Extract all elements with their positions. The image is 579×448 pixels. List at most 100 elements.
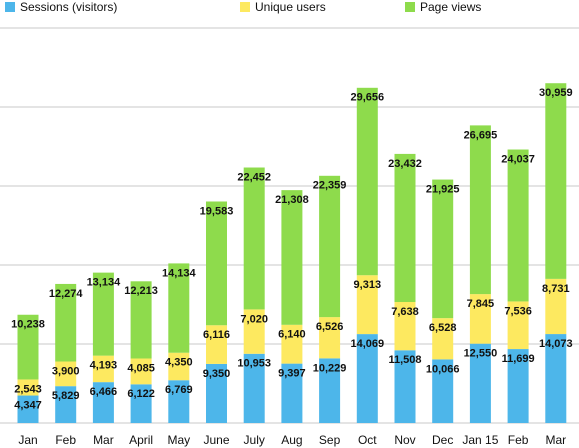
bar-segment (243, 353, 265, 423)
bar-segment (394, 350, 416, 423)
value-label: 14,073 (539, 338, 573, 350)
x-tick-label: Mar (545, 433, 566, 447)
value-label: 6,116 (203, 329, 230, 341)
value-label: 9,350 (203, 368, 231, 380)
legend-label: Page views (420, 0, 481, 14)
value-label: 4,193 (90, 360, 118, 372)
x-tick-label: June (203, 433, 229, 447)
x-tick-label: Sep (319, 433, 341, 447)
bar-segment (168, 352, 190, 381)
value-label: 3,900 (52, 365, 80, 377)
bar-segment (17, 379, 39, 396)
x-tick-label: Aug (281, 433, 302, 447)
bar-segment (92, 355, 114, 383)
value-label: 8,731 (542, 283, 570, 295)
x-tick-label: July (244, 433, 265, 447)
value-label: 24,037 (501, 153, 535, 165)
value-label: 6,140 (278, 329, 306, 341)
value-label: 6,122 (127, 388, 155, 400)
value-label: 22,359 (313, 180, 347, 192)
bar-segment (356, 87, 378, 276)
x-tick-label: Mar (93, 433, 114, 447)
bar-segment (17, 314, 39, 380)
value-label: 14,069 (350, 338, 384, 350)
value-label: 7,845 (467, 298, 495, 310)
bar-segment (545, 334, 567, 423)
value-label: 6,769 (165, 384, 193, 396)
value-label: 9,313 (354, 279, 382, 291)
legend-label: Sessions (visitors) (20, 0, 117, 14)
bar-segment (243, 167, 265, 310)
value-label: 10,229 (313, 362, 347, 374)
x-tick-label: Dec (432, 433, 453, 447)
bar-segment (206, 201, 227, 326)
value-label: 2,543 (14, 383, 42, 395)
value-label: 6,466 (90, 386, 118, 398)
bar-segment (545, 278, 567, 335)
bar-segment (507, 149, 529, 302)
bar-segment (281, 324, 303, 364)
value-label: 12,274 (49, 288, 84, 300)
bar-segment (394, 301, 416, 351)
bar-segment (356, 334, 378, 423)
bar-segment (281, 363, 303, 423)
bar-segment (432, 318, 454, 360)
value-label: 13,134 (87, 277, 122, 289)
value-label: 10,238 (11, 319, 45, 331)
value-label: 30,959 (539, 87, 573, 99)
bar-segment (168, 263, 190, 353)
value-label: 10,066 (426, 363, 460, 375)
value-label: 22,452 (237, 171, 271, 183)
bar-segment (55, 361, 77, 387)
bar-segment (92, 382, 114, 423)
bar-segment (319, 317, 341, 359)
legend-swatch (405, 2, 415, 12)
bar-segment (130, 384, 152, 423)
bar-segment (55, 386, 77, 423)
value-label: 6,526 (316, 321, 344, 333)
value-label: 12,213 (124, 285, 158, 297)
value-label: 4,347 (14, 399, 42, 411)
x-tick-label: Feb (508, 433, 529, 447)
bar-segment (469, 294, 491, 344)
x-tick-label: May (167, 433, 190, 447)
bar-segment (469, 125, 491, 295)
value-label: 19,583 (200, 205, 234, 217)
value-label: 21,308 (275, 194, 309, 206)
value-label: 7,536 (504, 305, 532, 317)
bar-segment (92, 272, 114, 356)
bar-segment (507, 301, 529, 350)
value-label: 4,350 (165, 357, 193, 369)
value-label: 11,699 (502, 353, 535, 365)
bar-segment (545, 83, 567, 279)
bar-segment (281, 190, 303, 325)
legend-swatch (5, 2, 15, 12)
bar-segment (394, 153, 416, 302)
x-tick-label: Oct (358, 433, 377, 447)
bar-segment (356, 275, 378, 335)
bar-segment (130, 358, 152, 385)
legend-swatch (240, 2, 250, 12)
value-label: 26,695 (464, 129, 498, 141)
bar-segment (507, 349, 529, 423)
value-label: 11,508 (388, 354, 421, 366)
bar-segment (319, 175, 341, 318)
value-label: 14,134 (162, 267, 197, 279)
value-label: 29,656 (350, 92, 384, 104)
value-label: 7,638 (391, 306, 419, 318)
legend-label: Unique users (255, 0, 326, 14)
bar-segment (130, 281, 152, 359)
x-tick-label: Feb (55, 433, 76, 447)
bar-segment (432, 179, 454, 319)
bar-segment (17, 395, 39, 423)
bar-segment (55, 283, 77, 362)
bar-segment (469, 343, 491, 423)
value-label: 9,397 (278, 368, 306, 380)
value-label: 21,925 (426, 183, 460, 195)
bar-segment (168, 380, 190, 423)
value-label: 23,432 (388, 158, 422, 170)
bar-segment (432, 359, 454, 423)
value-label: 4,085 (127, 362, 155, 374)
x-tick-label: Jan (18, 433, 37, 447)
